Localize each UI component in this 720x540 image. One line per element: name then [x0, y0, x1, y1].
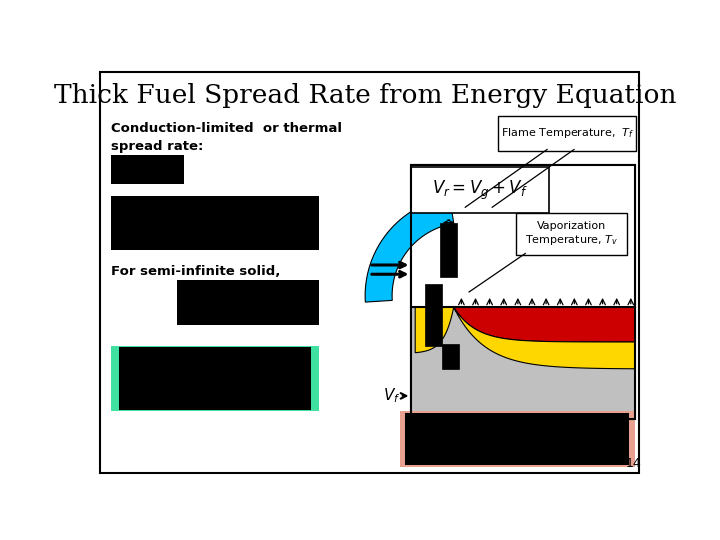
Text: 14: 14 [625, 457, 641, 470]
Bar [111, 195, 319, 249]
Text: $V_r = V_g + V_f$: $V_r = V_g + V_f$ [433, 178, 528, 201]
Text: Flame Temperature,  $T_f$: Flame Temperature, $T_f$ [500, 126, 634, 140]
Bar [411, 165, 634, 419]
Bar [411, 165, 634, 419]
Text: Thick Fuel Spread Rate from Energy Equation: Thick Fuel Spread Rate from Energy Equat… [54, 83, 676, 108]
Bar [111, 155, 184, 184]
Bar [426, 284, 442, 346]
Text: For semi-infinite solid,: For semi-infinite solid, [111, 265, 280, 278]
Polygon shape [365, 197, 454, 302]
Bar [119, 347, 311, 410]
Bar [411, 165, 634, 307]
Bar [440, 222, 456, 276]
Bar [405, 413, 629, 465]
FancyBboxPatch shape [411, 167, 549, 213]
Text: Conduction-limited  or thermal
spread rate:: Conduction-limited or thermal spread rat… [111, 123, 342, 153]
Polygon shape [415, 307, 454, 353]
FancyBboxPatch shape [498, 116, 636, 151]
Bar [411, 307, 634, 419]
Bar [442, 345, 459, 369]
Text: $V_f$: $V_f$ [383, 387, 401, 405]
Polygon shape [454, 307, 634, 342]
Bar [400, 411, 634, 467]
Bar [111, 346, 319, 411]
Text: Vaporization
Temperature, $T_v$: Vaporization Temperature, $T_v$ [525, 221, 618, 247]
FancyBboxPatch shape [516, 213, 627, 255]
Bar [176, 280, 319, 325]
Polygon shape [454, 307, 634, 369]
